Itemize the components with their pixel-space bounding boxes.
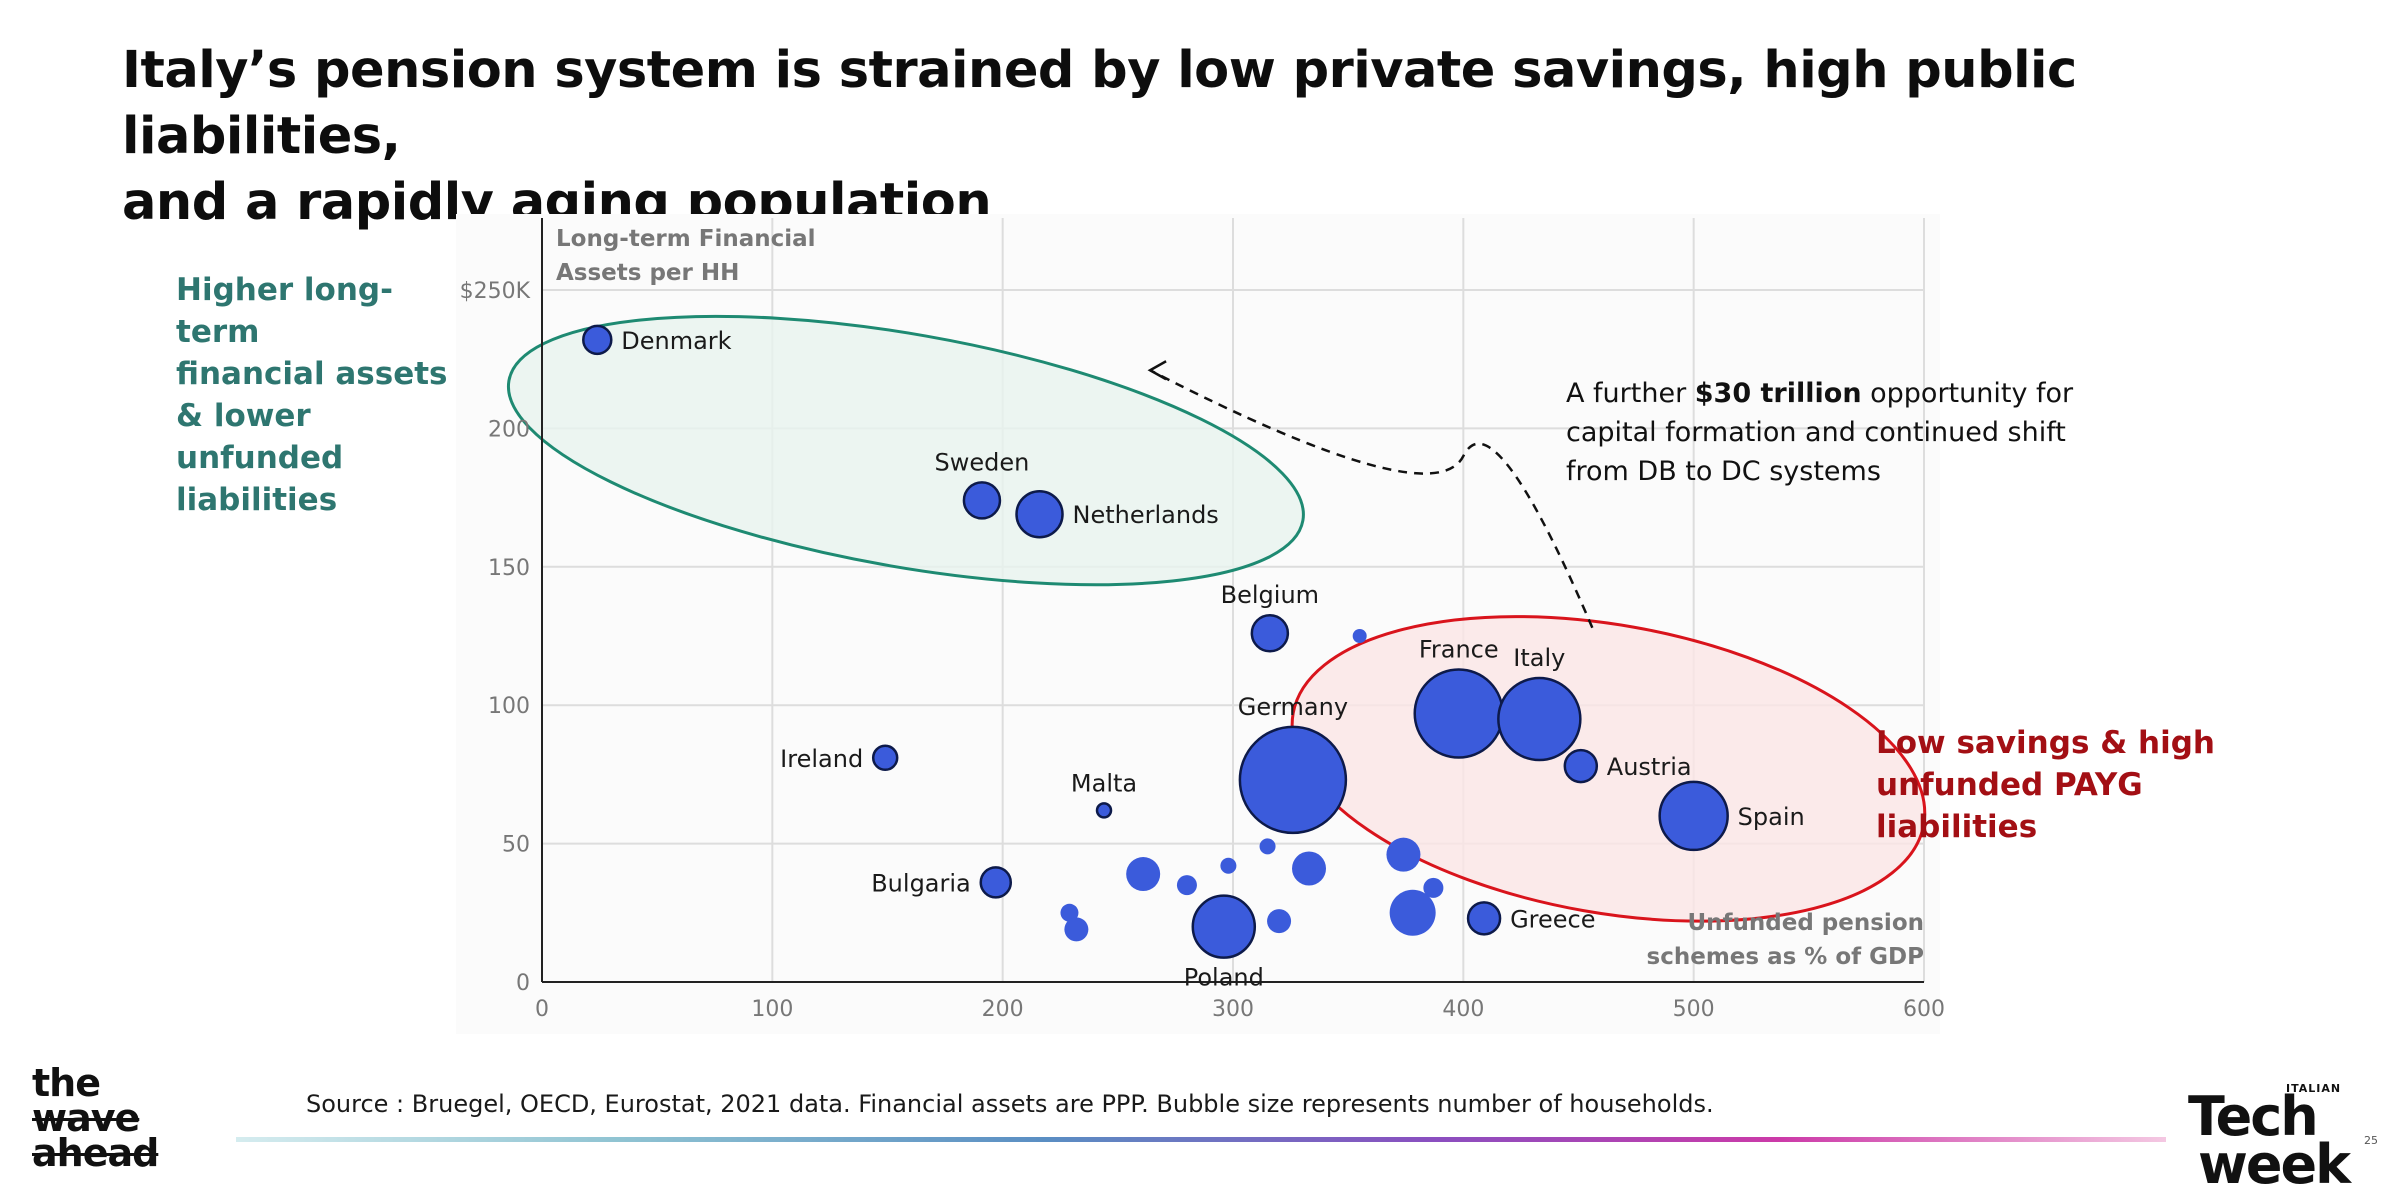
bubble-unlabeled <box>1176 875 1197 896</box>
bubble-unlabeled <box>1220 857 1237 874</box>
bubble-ireland <box>871 744 899 772</box>
point-label-netherlands: Netherlands <box>1073 501 1219 529</box>
bubble-spain <box>1658 780 1729 852</box>
point-label-france: France <box>1419 636 1499 664</box>
y-axis-label-line-2: Assets per HH <box>556 260 739 286</box>
chart-axes <box>541 218 1924 983</box>
low-savings-label-line: liabilities <box>1876 809 2038 845</box>
low-savings-label-line: Low savings & high <box>1876 725 2215 761</box>
the-wave-ahead-logo: the wave ahead <box>32 1061 192 1175</box>
logo-word: wave <box>32 1096 140 1140</box>
bubble-netherlands <box>1015 489 1064 539</box>
y-tick-label: 100 <box>488 694 530 719</box>
shift-arrow <box>1149 369 1594 629</box>
annotation-bold: $30 trillion <box>1695 378 1862 409</box>
bubble-bulgaria <box>979 866 1013 899</box>
point-label-denmark: Denmark <box>621 327 731 355</box>
point-label-malta: Malta <box>1071 769 1137 797</box>
high-assets-label: Higher long-term financial assets & lowe… <box>176 269 476 521</box>
bubble-unlabeled <box>1064 917 1089 942</box>
point-label-italy: Italy <box>1513 644 1565 672</box>
point-label-sweden: Sweden <box>935 448 1030 476</box>
y-tick-label: 150 <box>488 556 530 581</box>
bubble-unlabeled <box>1267 909 1292 934</box>
point-label-greece: Greece <box>1510 905 1595 933</box>
chart-tick-labels: 0 100 200 300 400 500 600 0 50 100 150 200 $250K <box>460 279 1945 1022</box>
bubble-unlabeled <box>1292 851 1327 886</box>
y-axis-label-line-1: Long-term Financial <box>556 226 816 252</box>
bubble-unlabeled <box>1352 629 1367 643</box>
x-axis-label-line-2: schemes as % of GDP <box>1647 944 1924 970</box>
annotation-line-2: capital formation and continued shift <box>1566 417 2066 448</box>
logo-word: the <box>32 1061 101 1105</box>
chart-bubbles <box>582 324 1729 959</box>
italian-tech-week-logo: ITALIAN Tech week <box>2188 1082 2388 1192</box>
bubble-italy <box>1497 676 1582 762</box>
bubble-belgium <box>1250 613 1290 653</box>
bubble-poland <box>1191 894 1257 959</box>
point-label-ireland: Ireland <box>780 745 863 773</box>
point-label-spain: Spain <box>1738 803 1805 831</box>
chart-point-labels: Denmark Sweden Netherlands Belgium France Ita… <box>621 327 1804 992</box>
y-tick-label: $250K <box>460 279 531 304</box>
x-tick-label: 100 <box>751 997 793 1022</box>
logo-week: week <box>2198 1133 2351 1196</box>
point-label-austria: Austria <box>1607 753 1692 781</box>
point-label-bulgaria: Bulgaria <box>871 869 971 897</box>
page-number: 25 <box>2364 1134 2378 1147</box>
y-tick-label: 200 <box>488 417 530 442</box>
title-line-1: Italy’s pension system is strained by lo… <box>122 41 2077 166</box>
bubble-unlabeled <box>1423 877 1444 898</box>
y-tick-label: 50 <box>502 833 530 858</box>
point-label-germany: Germany <box>1238 693 1348 721</box>
chart-grid <box>542 218 1925 982</box>
x-tick-label: 200 <box>982 997 1024 1022</box>
bubble-unlabeled <box>1259 838 1276 855</box>
bubble-greece <box>1466 901 1502 936</box>
x-axis-label-line-1: Unfunded pension <box>1687 910 1924 936</box>
x-tick-label: 300 <box>1212 997 1254 1022</box>
low-savings-label: Low savings & high unfunded PAYG liabili… <box>1876 722 2236 848</box>
point-label-belgium: Belgium <box>1221 581 1319 609</box>
bubble-germany <box>1238 725 1348 835</box>
annotation-line-1: A further $30 trillion opportunity for <box>1566 378 2074 409</box>
bubble-austria <box>1563 748 1599 784</box>
x-tick-label: 0 <box>535 997 549 1022</box>
bubble-unlabeled <box>1389 889 1436 936</box>
annotation-post: opportunity for <box>1862 378 2074 409</box>
x-tick-label: 600 <box>1903 997 1945 1022</box>
footer-gradient-line <box>236 1137 2166 1142</box>
bubble-unlabeled <box>1060 903 1079 922</box>
high-assets-label-line: unfunded <box>176 440 344 476</box>
high-assets-label-line: Higher long-term <box>176 272 393 350</box>
shift-arrow-head <box>1147 360 1167 381</box>
annotation-line-3: from DB to DC systems <box>1566 456 1881 487</box>
bubble-unlabeled <box>1386 837 1421 872</box>
low-savings-label-line: unfunded PAYG <box>1876 767 2143 803</box>
high-assets-label-line: liabilities <box>176 482 338 518</box>
high-assets-label-line: financial assets <box>176 356 448 392</box>
logo-tech: Tech <box>2188 1085 2319 1148</box>
bubble-sweden <box>962 481 1002 520</box>
high-assets-ellipse <box>506 314 1305 587</box>
x-tick-label: 500 <box>1673 997 1715 1022</box>
logo-italian: ITALIAN <box>2286 1082 2342 1095</box>
annotation-pre: A further <box>1566 378 1695 409</box>
bubble-malta <box>1095 802 1113 819</box>
bubble-france <box>1413 668 1504 759</box>
source-note: Source : Bruegel, OECD, Eurostat, 2021 d… <box>306 1090 1714 1118</box>
high-assets-label-line: & lower <box>176 398 311 434</box>
bubble-unlabeled <box>1126 857 1161 892</box>
bubble-denmark <box>582 324 613 356</box>
page-title: Italy’s pension system is strained by lo… <box>122 38 2272 236</box>
logo-word: ahead <box>32 1131 159 1175</box>
x-tick-label: 400 <box>1442 997 1484 1022</box>
y-tick-label: 0 <box>516 971 530 996</box>
point-label-poland: Poland <box>1184 964 1264 992</box>
